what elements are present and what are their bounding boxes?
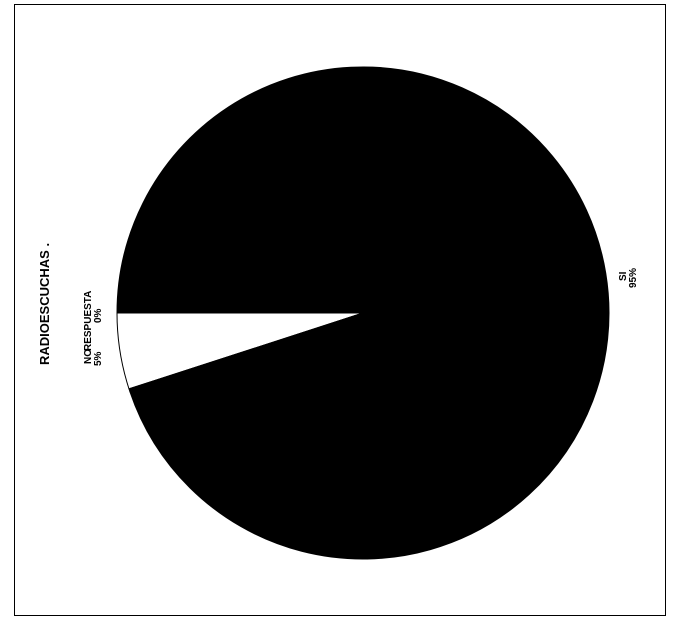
slice-percent-respuesta: 0%: [93, 308, 104, 323]
slice-label-no: NO: [83, 349, 94, 364]
slice-label-si: SI: [618, 271, 629, 281]
pie-slice-si: [116, 66, 610, 560]
slice-label-respuesta: RESPUESTA: [83, 291, 94, 351]
slices-layer: [116, 66, 610, 560]
slice-percent-si: 95%: [628, 268, 639, 288]
chart-frame: RADIOESCUCHAS . NO 5% RESPUESTA 0% SI 95…: [14, 4, 666, 616]
chart-title: RADIOESCUCHAS .: [37, 243, 52, 365]
pie-chart: RADIOESCUCHAS . NO 5% RESPUESTA 0% SI 95…: [37, 66, 639, 560]
slice-percent-no: 5%: [93, 351, 104, 366]
